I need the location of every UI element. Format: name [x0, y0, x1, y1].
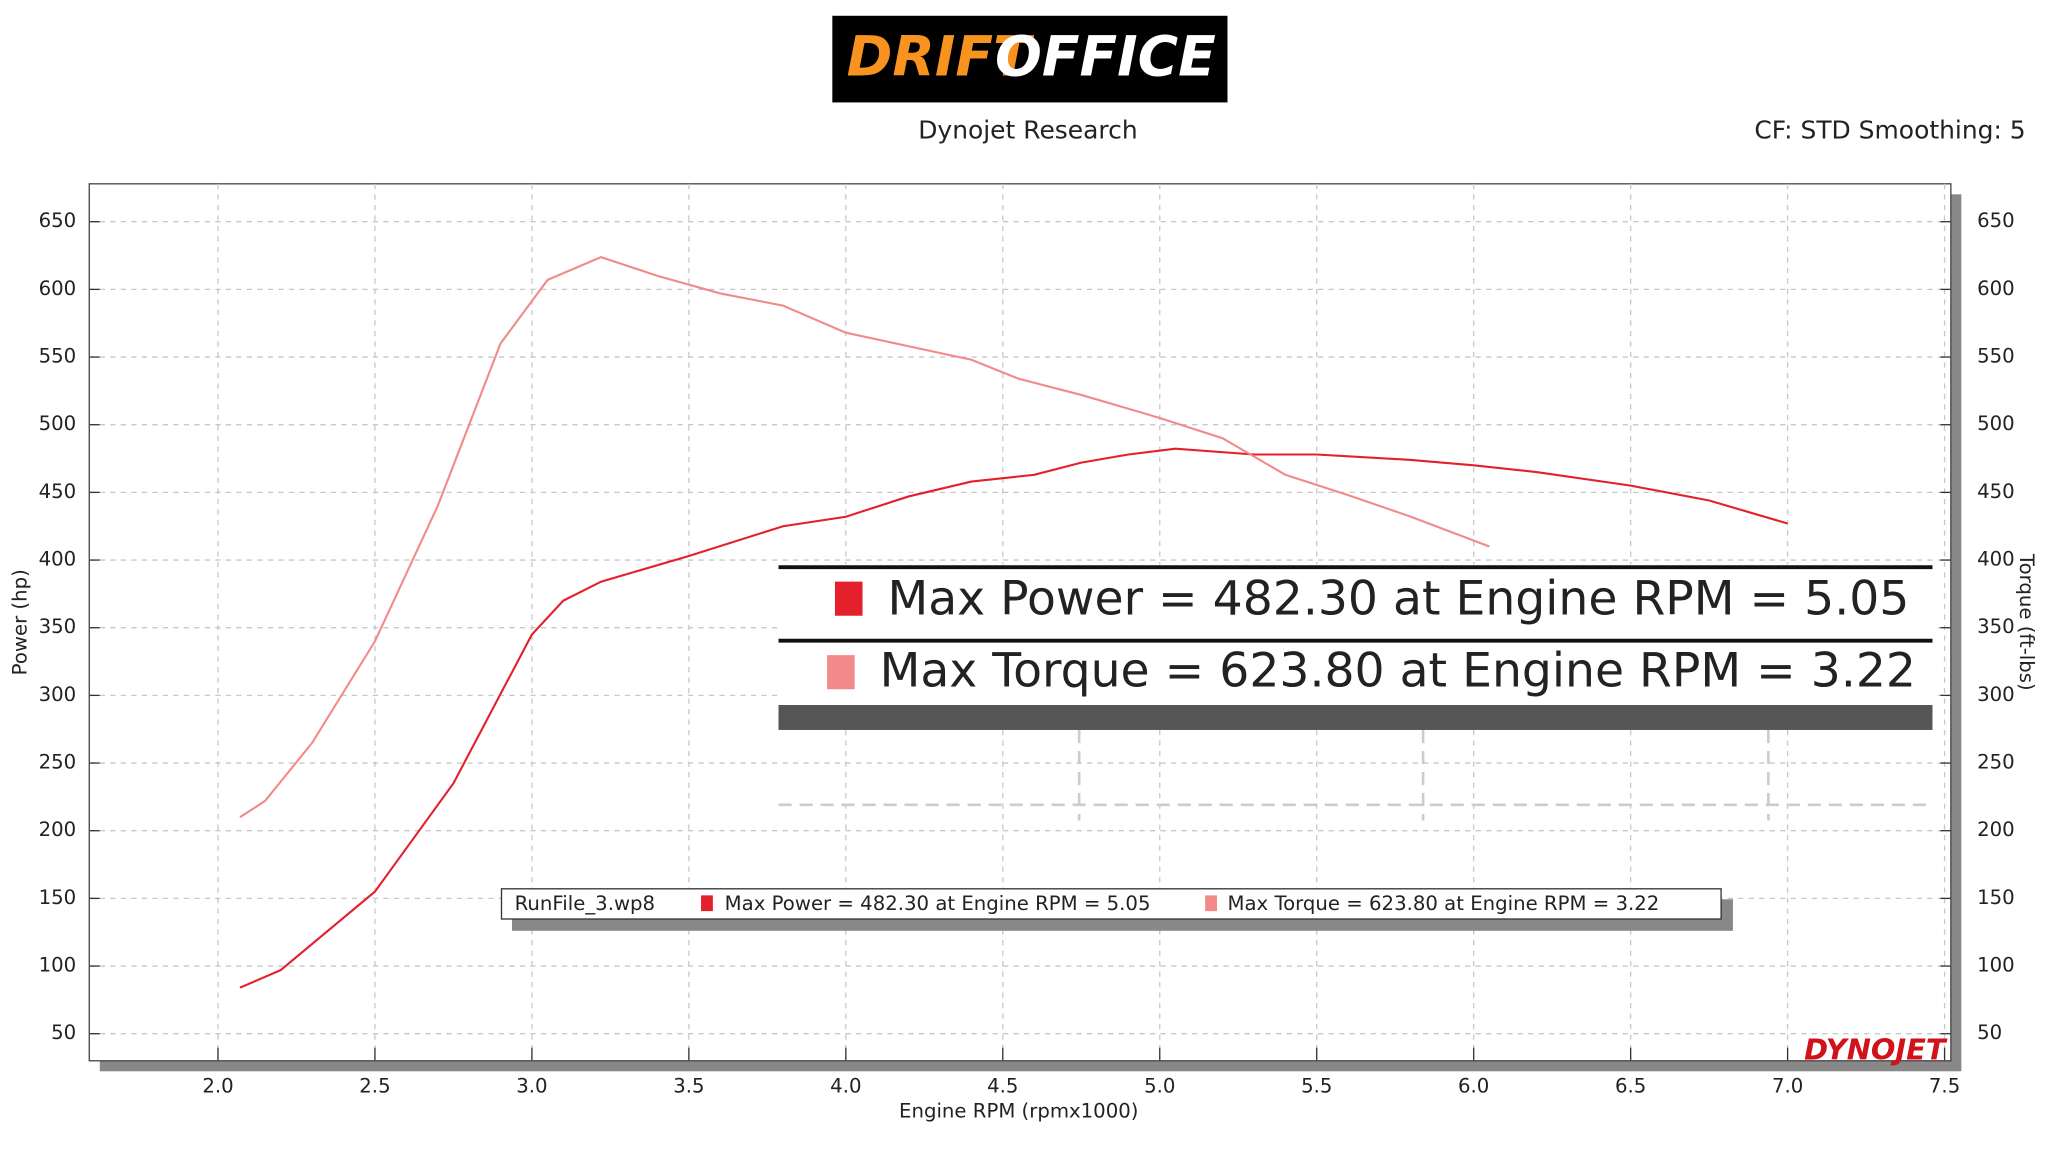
x-tick-label: 6.0	[1458, 1075, 1489, 1098]
callout-band	[778, 705, 1933, 730]
y-tick-label: 500	[39, 412, 77, 435]
x-tick-label: 7.5	[1929, 1075, 1960, 1098]
logo-box	[832, 15, 1228, 103]
lines	[239, 256, 1788, 989]
x-tick-label: 4.5	[987, 1075, 1018, 1098]
y2-tick-label: 650	[1977, 209, 2015, 232]
y2-tick-label: 400	[1977, 548, 2015, 571]
callout	[778, 564, 1933, 707]
logo-text: DRIFT	[847, 26, 1035, 90]
y2-tick-label: 100	[1977, 954, 2015, 977]
y-tick-label: 250	[39, 751, 77, 774]
x-tick-label: 2.0	[202, 1075, 233, 1098]
y-tick-label: 450	[39, 480, 77, 503]
y-tick-label: 550	[39, 345, 77, 368]
y2-tick-label: 600	[1977, 277, 2015, 300]
chart-title: Dynojet Research	[918, 115, 1137, 144]
chart-subtitle: CF: STD Smoothing: 5	[1754, 115, 2025, 144]
y2-tick-label: 500	[1977, 412, 2015, 435]
y-tick-label: 400	[39, 548, 77, 571]
x-axis-label: Engine RPM (rpmx1000)	[899, 1099, 1138, 1122]
y-tick-label: 300	[39, 683, 77, 706]
legend-label: Max Power = 482.30 at Engine RPM = 5.05	[725, 892, 1151, 915]
series-line	[239, 447, 1788, 989]
y2-tick-label: 450	[1977, 480, 2015, 503]
grid: 2.0 2.5 3.0 3.5 4.0 4.5 5.0 5.5 6.0 6.5 7.0 7.5 50 10…	[39, 183, 2015, 1098]
x-tick-label: 4.0	[830, 1075, 861, 1098]
watermark: DYNOJET	[1804, 1033, 1948, 1067]
y-tick-label: 100	[39, 954, 77, 977]
callout-text: Max Power = 482.30 at Engine RPM = 5.05	[887, 571, 1909, 626]
logo-text: OFFICE	[995, 26, 1216, 90]
x-tick-label: 3.0	[516, 1075, 547, 1098]
y2-tick-label: 350	[1977, 615, 2015, 638]
y2-tick-label: 550	[1977, 345, 2015, 368]
y-tick-label: 600	[39, 277, 77, 300]
x-tick-label: 5.0	[1144, 1075, 1175, 1098]
y2-axis-label: Torque (ft-lbs)	[2015, 553, 2038, 691]
x-tick-label: 7.0	[1772, 1075, 1803, 1098]
x-tick-label: 3.5	[673, 1075, 704, 1098]
y2-tick-label: 300	[1977, 683, 2015, 706]
y-axis-label: Power (hp)	[9, 569, 32, 675]
callout-text: Max Torque = 623.80 at Engine RPM = 3.22	[880, 644, 1916, 699]
legend-title: RunFile_3.wp8	[515, 892, 655, 915]
y-tick-label: 650	[39, 209, 77, 232]
x-tick-label: 2.5	[359, 1075, 390, 1098]
callout-swatch	[827, 655, 855, 690]
y2-tick-label: 250	[1977, 751, 2015, 774]
y-tick-label: 350	[39, 615, 77, 638]
x-tick-label: 6.5	[1615, 1075, 1646, 1098]
y-tick-label: 50	[51, 1021, 76, 1044]
series-line	[239, 256, 1490, 819]
x-tick-label: 5.5	[1301, 1075, 1332, 1098]
y-tick-label: 200	[39, 818, 77, 841]
legend-swatch	[1205, 895, 1217, 912]
y2-tick-label: 50	[1977, 1021, 2002, 1044]
legend-label: Max Torque = 623.80 at Engine RPM = 3.22	[1227, 892, 1659, 915]
y-tick-label: 150	[39, 886, 77, 909]
y2-tick-label: 200	[1977, 818, 2015, 841]
legend-swatch	[701, 895, 713, 912]
y2-tick-label: 150	[1977, 886, 2015, 909]
callout-swatch	[834, 581, 863, 616]
